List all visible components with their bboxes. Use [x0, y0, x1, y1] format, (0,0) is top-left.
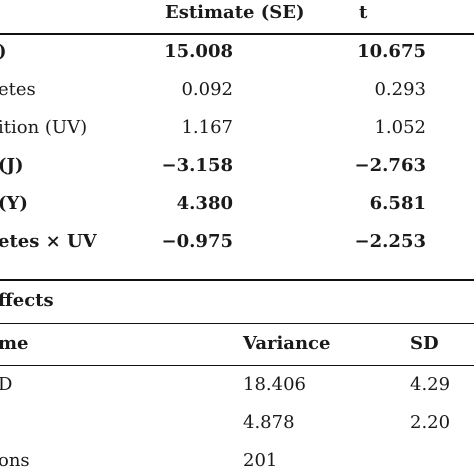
- fixed-row-estimate: 15.008: [164, 41, 233, 62]
- fixed-row-t: −2.763: [354, 155, 426, 176]
- section-rule: [0, 279, 474, 281]
- fixed-row-t: 1.052: [374, 117, 426, 138]
- fixed-row-label: ): [0, 40, 7, 64]
- random-row-name: ons: [0, 450, 30, 471]
- random-row-variance: 201: [243, 450, 278, 471]
- random-row-sd: 2.20: [410, 412, 451, 433]
- fixed-row-label: etes × UV: [0, 231, 97, 252]
- fixed-row-label: (Y): [0, 193, 28, 214]
- random-row-variance: 4.878: [243, 412, 295, 433]
- random-section-title: ffects: [0, 290, 54, 311]
- random-title-rule: [0, 323, 474, 324]
- fixed-row-estimate: 1.167: [181, 117, 233, 138]
- fixed-row-estimate: 0.092: [181, 79, 233, 100]
- random-header-name: me: [0, 333, 29, 354]
- random-header-sd: SD: [410, 333, 439, 354]
- fixed-row-estimate: −3.158: [161, 155, 233, 176]
- fixed-row-t: −2.253: [354, 231, 426, 252]
- header-rule: [0, 33, 474, 35]
- header-estimate: Estimate (SE): [165, 2, 305, 23]
- random-row-sd: 4.29: [410, 374, 451, 395]
- fixed-row-t: 10.675: [357, 41, 426, 62]
- random-row-name: D: [0, 374, 13, 395]
- fixed-row-label: etes: [0, 79, 36, 100]
- random-row-variance: 18.406: [243, 374, 306, 395]
- fixed-row-label: ition (UV): [0, 117, 88, 138]
- fixed-row-t: 0.293: [374, 79, 426, 100]
- fixed-row-estimate: 4.380: [176, 193, 233, 214]
- fixed-row-t: 6.581: [369, 193, 426, 214]
- fixed-row-estimate: −0.975: [161, 231, 233, 252]
- random-header-variance: Variance: [243, 333, 331, 354]
- random-header-rule: [0, 365, 474, 366]
- header-t: t: [359, 2, 368, 23]
- fixed-row-label: (J): [0, 155, 24, 176]
